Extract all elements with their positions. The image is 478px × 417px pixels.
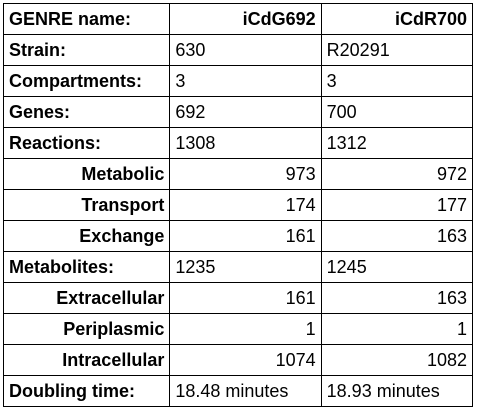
row-value-icdr700: 163 [320,220,474,252]
row-intracellular: Intracellular 1074 1082 [2,344,474,376]
row-label: Strain: [2,34,171,66]
row-value-icdr700: 3 [320,65,474,97]
row-value-icdg692: 161 [169,220,322,252]
row-label: Doubling time: [2,375,171,407]
row-value-icdr700: 1312 [320,127,474,159]
row-exchange: Exchange 161 163 [2,220,474,252]
header-label-cell: GENRE name: [2,3,171,35]
row-value-icdg692: 1074 [169,344,322,376]
header-row: GENRE name: iCdG692 iCdR700 [2,3,474,35]
row-doubling-time: Doubling time: 18.48 minutes 18.93 minut… [2,375,474,407]
row-value-icdg692: 3 [169,65,322,97]
row-sublabel: Intracellular [2,344,171,376]
row-value-icdg692: 692 [169,96,322,128]
row-strain: Strain: 630 R20291 [2,34,474,66]
row-extracellular: Extracellular 161 163 [2,282,474,314]
row-label: Reactions: [2,127,171,159]
row-label: Genes: [2,96,171,128]
row-value-icdr700: 18.93 minutes [320,375,474,407]
row-value-icdg692: 1308 [169,127,322,159]
row-value-icdr700: 163 [320,282,474,314]
row-compartments: Compartments: 3 3 [2,65,474,97]
row-periplasmic: Periplasmic 1 1 [2,313,474,345]
genre-comparison-table: GENRE name: iCdG692 iCdR700 Strain: 630 … [2,3,474,407]
row-sublabel: Exchange [2,220,171,252]
row-value-icdr700: 177 [320,189,474,221]
row-value-icdr700: R20291 [320,34,474,66]
row-value-icdg692: 18.48 minutes [169,375,322,407]
row-value-icdg692: 1 [169,313,322,345]
row-value-icdg692: 1235 [169,251,322,283]
row-label: Compartments: [2,65,171,97]
row-label: Metabolites: [2,251,171,283]
header-icdg692-cell: iCdG692 [169,3,322,35]
row-sublabel: Periplasmic [2,313,171,345]
row-value-icdg692: 161 [169,282,322,314]
row-sublabel: Transport [2,189,171,221]
row-value-icdg692: 630 [169,34,322,66]
row-metabolic: Metabolic 973 972 [2,158,474,190]
row-value-icdr700: 1 [320,313,474,345]
row-value-icdr700: 700 [320,96,474,128]
row-genes: Genes: 692 700 [2,96,474,128]
header-icdr700-cell: iCdR700 [320,3,474,35]
row-sublabel: Metabolic [2,158,171,190]
row-transport: Transport 174 177 [2,189,474,221]
row-value-icdr700: 972 [320,158,474,190]
row-value-icdr700: 1245 [320,251,474,283]
row-sublabel: Extracellular [2,282,171,314]
row-metabolites: Metabolites: 1235 1245 [2,251,474,283]
row-value-icdg692: 174 [169,189,322,221]
row-value-icdr700: 1082 [320,344,474,376]
row-reactions: Reactions: 1308 1312 [2,127,474,159]
row-value-icdg692: 973 [169,158,322,190]
